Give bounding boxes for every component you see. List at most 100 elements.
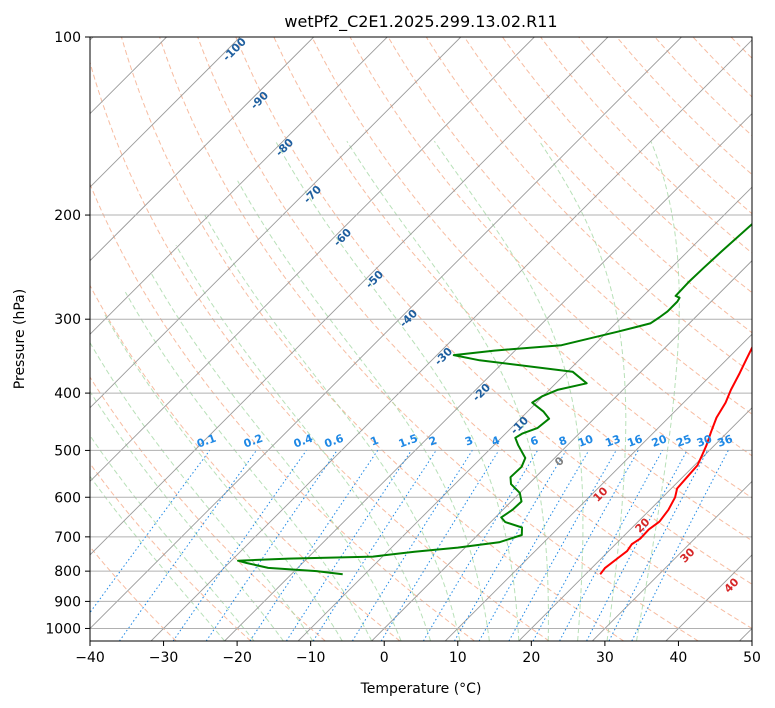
temperature-profile <box>599 345 752 575</box>
x-axis-label: Temperature (°C) <box>360 681 482 697</box>
mixing-ratio-line <box>586 450 688 641</box>
isotherm-label: 10 <box>591 484 611 504</box>
mixing-ratio-label: 25 <box>674 432 693 449</box>
isotherm-line <box>444 333 752 641</box>
y-tick-label: 200 <box>54 208 81 224</box>
moist-adiabat-line <box>90 341 314 641</box>
x-tick-label: 40 <box>670 650 688 666</box>
isotherm-label: 20 <box>633 515 653 535</box>
mixing-ratio-line <box>172 450 307 641</box>
isotherm-label: -30 <box>432 345 455 368</box>
dry-adiabat-line <box>540 37 752 254</box>
mixing-ratio-line <box>205 450 338 641</box>
mixing-ratio-label: 1 <box>369 434 381 449</box>
moist-adiabat-line <box>150 272 402 641</box>
y-tick-label: 300 <box>54 312 81 328</box>
x-tick-label: −10 <box>296 650 326 666</box>
dry-adiabat-line <box>197 37 752 630</box>
mixing-ratio-label: 1.5 <box>397 432 420 451</box>
dry-adiabat-line <box>311 37 752 499</box>
moist-adiabat-line <box>90 475 225 641</box>
dry-adiabat-line <box>463 37 752 334</box>
isotherm-line <box>90 37 682 630</box>
x-tick-label: 30 <box>596 650 614 666</box>
x-tick-label: −40 <box>75 650 105 666</box>
dry-adiabat-line <box>769 37 775 641</box>
x-tick-label: 0 <box>380 650 389 666</box>
isotherm-line <box>90 37 462 409</box>
isotherm-label: -100 <box>220 35 249 64</box>
y-tick-label: 100 <box>54 30 81 46</box>
chart-title: wetPf2_C2E1.2025.299.13.02.R11 <box>284 12 557 32</box>
mixing-ratio-line <box>249 450 379 641</box>
mixing-ratio-label: 13 <box>603 432 622 449</box>
mixing-ratio-label: 0.2 <box>242 432 265 451</box>
isotherm-line <box>224 112 752 641</box>
y-tick-label: 400 <box>54 386 81 402</box>
dry-adiabat-line <box>425 37 752 374</box>
dry-adiabat-line <box>90 60 550 641</box>
y-tick-label: 600 <box>54 490 81 506</box>
dry-adiabat-line <box>387 37 752 415</box>
moist-adiabat-line <box>237 180 490 641</box>
isotherm-label: 40 <box>722 575 742 595</box>
isotherm-line <box>150 39 752 641</box>
y-axis-label: Pressure (hPa) <box>12 289 28 389</box>
moist-adiabat-line <box>636 141 680 641</box>
dry-adiabat-line <box>578 37 752 215</box>
axis-ticks: −40 −30 −20 −10 0 10 20 30 40 5010020030040050060… <box>45 30 761 666</box>
isotherm-line <box>90 37 315 262</box>
mixing-ratio-label: 0.4 <box>292 432 315 451</box>
moist-adiabat-line <box>433 140 584 641</box>
mixing-ratio-label: 2 <box>427 434 439 449</box>
mixing-ratio-label: 0.1 <box>195 432 218 451</box>
isotherm-label: -50 <box>363 268 386 291</box>
mixing-ratio-label: 3 <box>463 434 475 449</box>
isotherm-label: -60 <box>331 226 354 249</box>
mixing-ratio-line <box>559 450 663 641</box>
y-tick-label: 500 <box>54 443 81 459</box>
moist-adiabat-line <box>104 314 343 641</box>
mixing-ratio-line <box>285 450 412 641</box>
dewpoint-profile <box>237 222 752 576</box>
plot-curves <box>237 222 752 576</box>
mixing-ratio-line <box>631 450 729 641</box>
dry-adiabat-line <box>235 37 752 585</box>
dry-adiabat-line <box>692 37 752 98</box>
x-tick-label: 20 <box>522 650 540 666</box>
mixing-ratio-label: 4 <box>490 434 502 449</box>
dry-adiabat-line <box>616 37 752 176</box>
plot-grid <box>90 37 775 641</box>
moist-adiabat-line <box>204 214 461 641</box>
dry-adiabat-line <box>159 37 699 641</box>
mixing-ratio-line <box>532 450 639 641</box>
moist-adiabat-line <box>90 434 255 641</box>
plot-frame <box>89 36 753 642</box>
x-tick-label: −30 <box>149 650 179 666</box>
mixing-ratio-line <box>312 450 437 641</box>
mixing-ratio-line <box>508 450 617 641</box>
dry-adiabat-line <box>90 376 326 641</box>
mixing-ratio-label: 36 <box>716 432 735 450</box>
isotherm-line <box>518 407 752 641</box>
isotherm-line <box>592 480 752 641</box>
y-tick-label: 800 <box>54 564 81 580</box>
mixing-ratio-label: 10 <box>576 432 595 450</box>
isotherm-label: 30 <box>678 545 698 565</box>
mixing-ratio-label: 20 <box>650 432 669 450</box>
isotherm-line <box>90 37 609 556</box>
mixing-ratio-label: 8 <box>557 434 569 449</box>
dry-adiabat-line <box>502 37 752 294</box>
isotherm-label: -20 <box>470 381 493 404</box>
isotherm-line <box>739 627 752 641</box>
dry-adiabat-line <box>90 462 252 641</box>
line-labels: 0.1 0.2 0.4 0.6 1 1.5 2 3 4 6 8 10 13 16 20 25 30 36-100-… <box>195 35 742 596</box>
dry-adiabat-line <box>90 284 401 641</box>
y-tick-label: 1000 <box>45 621 81 637</box>
isotherm-line <box>90 37 241 188</box>
isotherm-line <box>90 37 388 335</box>
mixing-ratio-line <box>380 450 500 641</box>
isotherm-label: -90 <box>248 89 271 112</box>
x-tick-label: 50 <box>743 650 761 666</box>
